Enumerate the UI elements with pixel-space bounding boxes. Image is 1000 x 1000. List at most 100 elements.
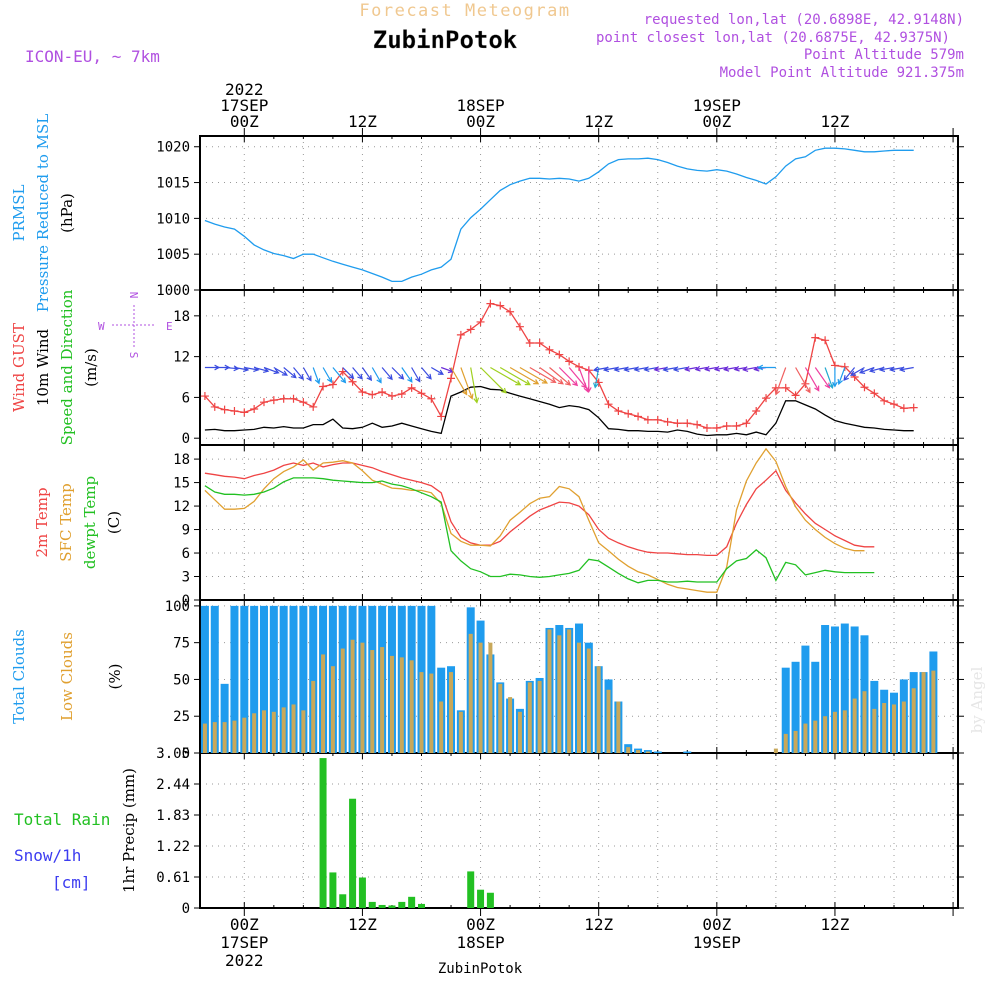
precip-axis-label: 1hr Precip (mm) — [120, 768, 138, 893]
y-tick-label: 1015 — [156, 176, 190, 192]
y-tick-label: 0 — [182, 593, 190, 609]
wind-direction-arrow — [312, 367, 321, 385]
y-tick-label: 1000 — [156, 283, 190, 299]
temp-axis-label: SFC Temp — [57, 483, 75, 561]
wind-direction-arrow — [519, 366, 549, 384]
low-cloud-bar — [311, 680, 316, 753]
low-cloud-bar — [636, 750, 641, 753]
footer-location: ZubinPotok — [438, 961, 523, 977]
low-cloud-bar — [892, 704, 897, 753]
wind-direction-arrow — [430, 366, 444, 375]
panel-frame — [199, 135, 959, 291]
compass-n: N — [127, 292, 140, 299]
total-cloud-bar — [240, 605, 249, 753]
wind-direction-arrow — [302, 367, 312, 382]
gust-point — [338, 367, 347, 376]
gust-point — [614, 407, 623, 416]
gust-point — [348, 377, 357, 386]
pressure-axis-label: (hPa) — [58, 193, 76, 233]
low-cloud-bar — [350, 639, 355, 753]
gust-line — [204, 302, 914, 429]
credit-watermark: by Angel — [968, 666, 986, 733]
gust-point — [909, 403, 918, 412]
low-cloud-bar — [931, 670, 936, 753]
low-cloud-bar — [911, 688, 916, 753]
low-cloud-bar — [330, 666, 335, 753]
low-cloud-bar — [439, 701, 444, 753]
wind-direction-arrow — [585, 367, 592, 394]
wind-direction-arrow — [704, 365, 717, 372]
gust-point — [496, 301, 505, 310]
wind-direction-arrow — [450, 367, 468, 396]
wind-direction-arrow — [273, 366, 288, 376]
wind-direction-arrow — [499, 366, 531, 386]
gust-point — [742, 419, 751, 428]
low-cloud-bar — [301, 710, 306, 753]
rain-bar — [368, 901, 376, 908]
wind-direction-arrow — [263, 366, 280, 375]
wind-direction-arrow — [391, 367, 405, 380]
gust-point — [299, 398, 308, 407]
gust-point — [545, 345, 554, 354]
wind-direction-arrow — [643, 366, 658, 372]
total-cloud-bar — [200, 605, 209, 753]
y-tick-label: 50 — [173, 672, 190, 688]
location-title: ZubinPotok — [373, 26, 518, 54]
gust-point — [269, 396, 278, 405]
rain-bar — [349, 798, 357, 908]
wind-direction-arrow — [332, 367, 347, 384]
low-cloud-bar — [832, 711, 837, 753]
total-cloud-bar — [309, 605, 318, 753]
gust-point — [417, 389, 426, 398]
wind-direction-arrow — [804, 367, 820, 392]
low-cloud-bar — [803, 723, 808, 753]
wind-direction-arrow — [713, 365, 727, 372]
gust-point — [476, 317, 485, 326]
low-cloud-bar — [232, 720, 237, 753]
low-cloud-bar — [882, 702, 887, 753]
total-cloud-bar — [683, 751, 692, 753]
gust-point — [358, 387, 367, 396]
y-tick-label: 25 — [173, 709, 190, 725]
total-cloud-bar — [230, 605, 239, 753]
low-cloud-bar — [517, 711, 522, 753]
y-tick-label: 3 — [182, 570, 190, 586]
low-cloud-bar — [567, 629, 572, 753]
low-cloud-bar — [458, 711, 463, 753]
clouds-axis-label: Low Clouds — [58, 632, 76, 721]
y-tick-label: 1020 — [156, 140, 190, 156]
wind-direction-arrow — [889, 366, 905, 373]
gust-point — [663, 417, 672, 426]
low-cloud-bar — [468, 633, 473, 753]
wind-direction-arrow — [733, 365, 747, 372]
wind-direction-arrow — [824, 367, 834, 389]
temp-axis-label: dewpt Temp — [81, 476, 99, 569]
gust-point — [712, 424, 721, 433]
bottom-axis-label: 19SEP — [693, 933, 741, 952]
low-cloud-bar — [389, 655, 394, 753]
wind-direction-arrow — [421, 367, 432, 380]
y-tick-label: 0.61 — [156, 870, 190, 886]
gust-point — [506, 307, 515, 316]
low-cloud-bar — [793, 730, 798, 753]
top-axis-label: 12Z — [820, 112, 849, 131]
wind-direction-arrow — [633, 366, 649, 372]
rain-bar — [408, 896, 416, 908]
gust-point — [850, 373, 859, 382]
y-tick-label: 75 — [173, 636, 190, 652]
total-cloud-bar — [250, 605, 259, 753]
low-cloud-bar — [547, 629, 552, 753]
gust-point — [870, 389, 879, 398]
gust-point — [525, 339, 534, 348]
wind-direction-arrow — [342, 367, 355, 380]
total-cloud-bar — [269, 605, 278, 753]
low-cloud-bar — [340, 648, 345, 753]
low-cloud-bar — [842, 710, 847, 753]
wind-direction-arrow — [672, 366, 688, 372]
gust-point — [230, 407, 239, 416]
gust-point — [279, 394, 288, 403]
wind-direction-arrow — [293, 367, 305, 381]
low-cloud-bar — [360, 642, 365, 753]
low-cloud-bar — [429, 673, 434, 753]
bottom-axis-label: 00Z — [466, 915, 495, 934]
